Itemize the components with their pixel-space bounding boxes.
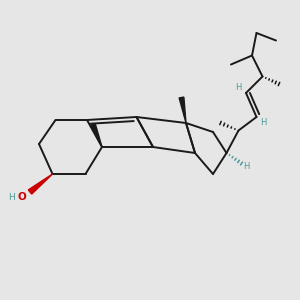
Polygon shape — [28, 174, 52, 194]
Text: H: H — [235, 83, 242, 92]
Text: H: H — [243, 162, 250, 171]
Text: H: H — [260, 118, 267, 127]
Text: O: O — [17, 192, 26, 203]
Polygon shape — [91, 124, 102, 147]
Polygon shape — [179, 97, 186, 123]
Text: H: H — [8, 193, 15, 202]
